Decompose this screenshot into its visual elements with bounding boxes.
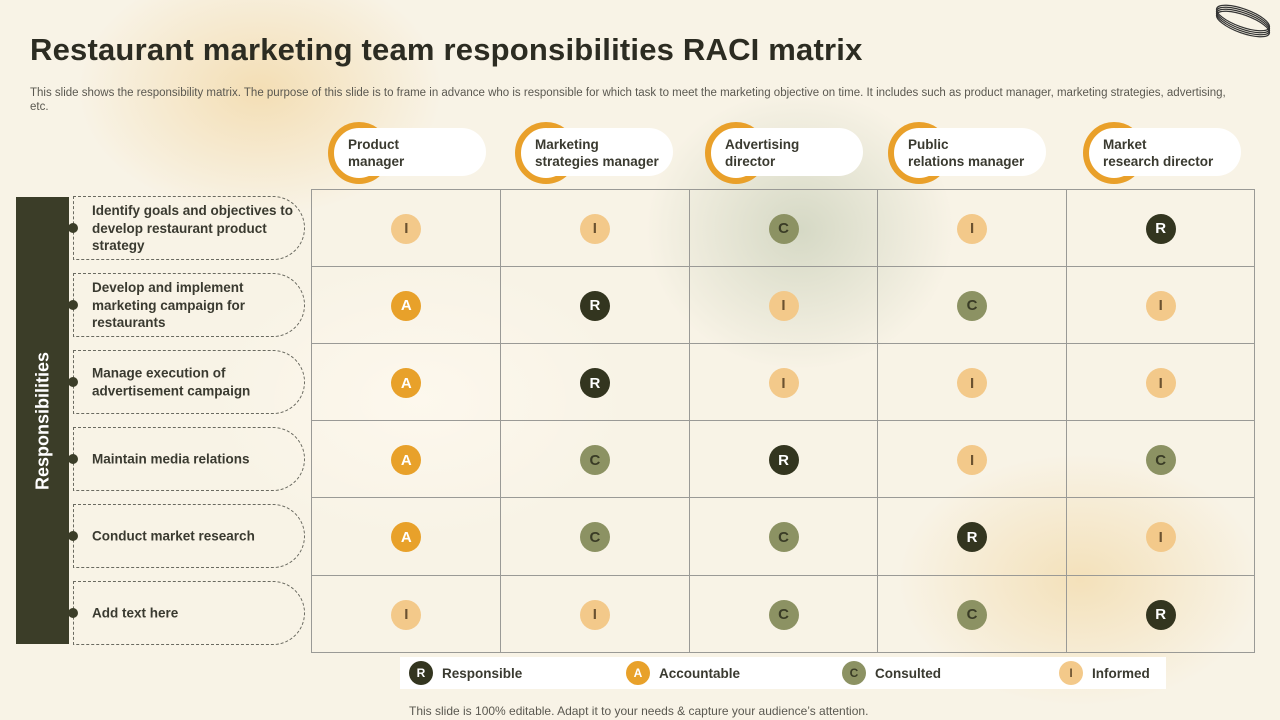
grid-divider [312, 343, 1254, 344]
raci-badge: R [579, 290, 610, 321]
raci-badge: A [391, 368, 422, 398]
raci-badge: C [957, 599, 988, 630]
grid-divider [877, 190, 878, 652]
raci-badge: R [1145, 213, 1176, 244]
raci-badge: I [579, 599, 610, 630]
column-pill [900, 128, 1046, 176]
legend-badge: R [409, 661, 433, 685]
grid-divider [500, 190, 501, 652]
task-row: Maintain media relations [68, 427, 305, 491]
column-header: Product manager [328, 122, 498, 184]
raci-badge: I [1145, 522, 1176, 553]
legend-item-responsible: R Responsible [409, 661, 522, 685]
raci-badge: I [1145, 368, 1176, 398]
task-row: Conduct market research [68, 504, 305, 568]
column-pill [527, 128, 673, 176]
raci-badge: I [768, 290, 799, 321]
column-label: Product manager [348, 137, 405, 169]
raci-badge: I [768, 368, 799, 398]
column-pill [1095, 128, 1241, 176]
grid-divider [689, 190, 690, 652]
slide-footer: This slide is 100% editable. Adapt it to… [409, 704, 869, 718]
legend-item-informed: I Informed [1059, 661, 1150, 685]
legend-badge: A [626, 661, 650, 685]
task-label: Maintain media relations [92, 451, 250, 467]
column-pill [717, 128, 863, 176]
grid-divider [312, 420, 1254, 421]
raci-badge: A [391, 522, 422, 553]
grid-divider [1066, 190, 1067, 652]
bullet-dot-icon [68, 300, 78, 310]
legend: R Responsible A Accountable C Consulted … [400, 657, 1166, 689]
band-label: Responsibilities [32, 351, 52, 490]
task-label: Manage execution of advertisement campai… [92, 365, 251, 399]
swirl-decoration-icon [1215, 4, 1271, 38]
column-header: Marketing strategies manager [515, 122, 685, 184]
grid-divider [312, 497, 1254, 498]
task-label: Add text here [92, 605, 179, 621]
raci-badge: I [957, 213, 988, 244]
raci-badge: R [579, 368, 610, 398]
column-label: Marketing strategies manager [535, 137, 659, 169]
legend-label: Consulted [875, 665, 941, 681]
raci-badge: I [957, 368, 988, 398]
raci-badge: I [579, 213, 610, 244]
raci-badge: C [1145, 445, 1176, 476]
slide-subtitle: This slide shows the responsibility matr… [30, 87, 1226, 113]
raci-badge: C [768, 599, 799, 630]
bullet-dot-icon [68, 531, 78, 541]
raci-badge: C [957, 290, 988, 321]
grid-divider [312, 575, 1254, 576]
task-row: Develop and implement marketing campaign… [68, 273, 305, 337]
raci-badge: A [391, 290, 422, 321]
column-header: Market research director [1083, 122, 1253, 184]
column-header: Advertising director [705, 122, 875, 184]
raci-badge: C [768, 522, 799, 553]
slide-title: Restaurant marketing team responsibiliti… [30, 32, 863, 67]
task-label: Conduct market research [92, 528, 255, 544]
task-label: Identify goals and objectives to develop… [92, 202, 294, 253]
raci-badge: I [1145, 290, 1176, 321]
raci-badge: C [579, 522, 610, 553]
legend-badge: C [842, 661, 866, 685]
raci-badge: R [957, 522, 988, 553]
raci-badge: C [768, 213, 799, 244]
legend-item-accountable: A Accountable [626, 661, 740, 685]
bullet-dot-icon [68, 377, 78, 387]
raci-badge: I [391, 599, 422, 630]
column-label: Market research director [1103, 137, 1214, 169]
raci-badge: R [768, 445, 799, 476]
legend-label: Informed [1092, 665, 1150, 681]
task-row: Identify goals and objectives to develop… [68, 196, 305, 260]
raci-badge: A [391, 445, 422, 476]
legend-label: Responsible [442, 665, 523, 681]
bullet-dot-icon [68, 454, 78, 464]
raci-grid: I I C I R A R I C I A R I I I A C R I C A C C R I I I C C R [311, 189, 1255, 653]
column-pill [340, 128, 486, 176]
column-label: Advertising director [725, 137, 800, 169]
task-label: Develop and implement marketing campaign… [92, 279, 246, 330]
responsibilities-band: Responsibilities [16, 197, 69, 644]
legend-item-consulted: C Consulted [842, 661, 941, 685]
column-label: Public relations manager [908, 137, 1025, 169]
column-header: Public relations manager [888, 122, 1058, 184]
raci-badge: I [957, 445, 988, 476]
raci-badge: R [1145, 599, 1176, 630]
raci-badge: C [579, 445, 610, 476]
bullet-dot-icon [68, 608, 78, 618]
task-row: Add text here [68, 581, 305, 645]
raci-badge: I [391, 213, 422, 244]
legend-badge: I [1059, 661, 1083, 685]
bullet-dot-icon [68, 223, 78, 233]
grid-divider [312, 266, 1254, 267]
task-row: Manage execution of advertisement campai… [68, 350, 305, 414]
legend-label: Accountable [659, 665, 741, 681]
